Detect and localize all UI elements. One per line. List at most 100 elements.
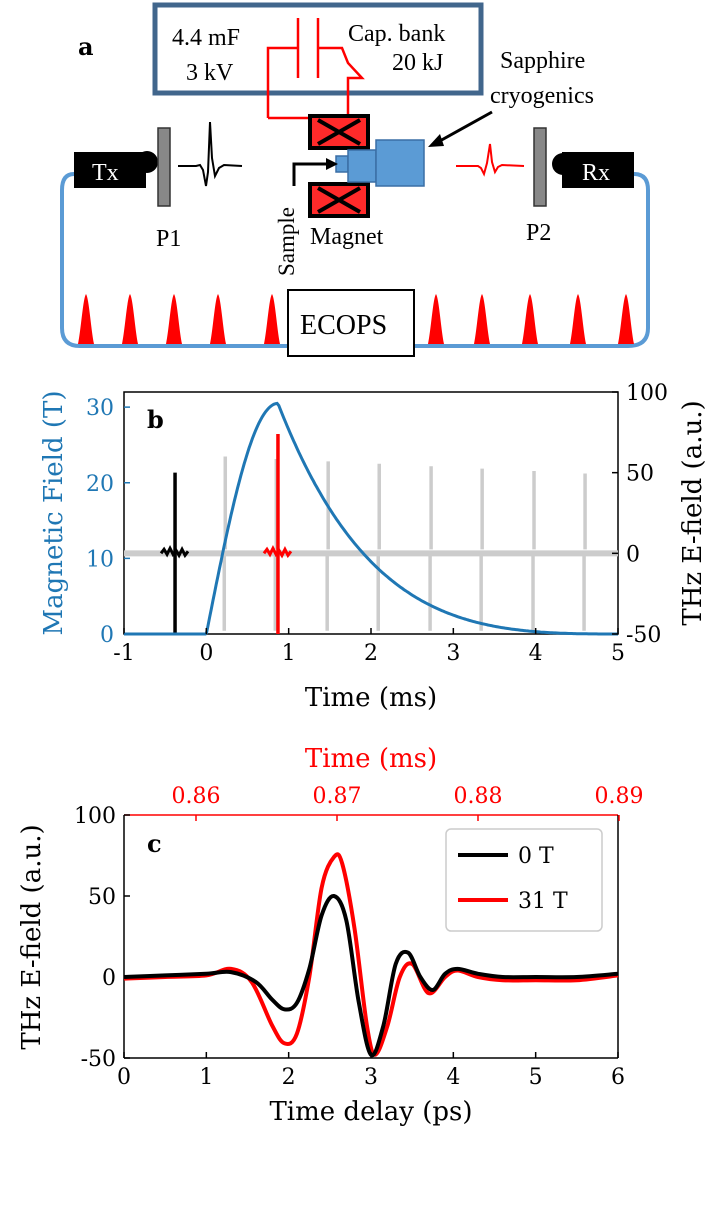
panel-b-axes-frame xyxy=(123,391,619,635)
b-xtick-label: 3 xyxy=(446,641,460,666)
c-xtick-label: 6 xyxy=(611,1065,625,1090)
b-xtick-label: -1 xyxy=(113,641,134,666)
panel-c-xlabel: Time delay (ps) xyxy=(269,1097,472,1127)
cap-bank-label: Cap. bank xyxy=(348,21,445,47)
cap-bank-frame xyxy=(152,2,484,96)
c-ytick-label: 0 xyxy=(102,966,116,991)
ecops-label: ECOPS xyxy=(300,310,387,341)
cap-voltage-label: 3 kV xyxy=(186,60,234,86)
series-0T-line xyxy=(123,894,619,1058)
panel-b-xlabel: Time (ms) xyxy=(305,683,437,713)
rx-label: Rx xyxy=(582,160,610,186)
pulse-6 xyxy=(428,294,444,344)
b-ytick-left-label: 20 xyxy=(86,472,114,497)
b-ytick-right-label: 50 xyxy=(626,462,654,487)
legend-0T-label: 0 T xyxy=(518,844,554,869)
pulse-3 xyxy=(166,294,182,344)
p2-label: P2 xyxy=(526,220,551,246)
incident-pulse-icon xyxy=(178,121,243,187)
gray-pulse-2 xyxy=(273,458,279,631)
b-xtick-label: 5 xyxy=(611,641,625,666)
b-xtick-label: 1 xyxy=(282,641,296,666)
cap-value-label: 4.4 mF xyxy=(172,25,240,51)
sapphire-label: Sapphire xyxy=(500,48,585,74)
tx-label: Tx xyxy=(92,160,119,186)
cryo-head xyxy=(375,139,425,187)
b-ytick-right-label: -50 xyxy=(626,623,661,648)
pulse-10 xyxy=(618,294,634,344)
b-ytick-left-label: 30 xyxy=(86,396,114,421)
pulse-8 xyxy=(522,294,538,344)
c-xtick-top-label: 0.87 xyxy=(313,784,362,809)
magnet-coil-bottom xyxy=(308,182,370,218)
c-xtick-label: 2 xyxy=(282,1065,296,1090)
c-xtick-label: 5 xyxy=(529,1065,543,1090)
gray-pulse-8 xyxy=(582,473,587,631)
pulse-train xyxy=(78,294,634,344)
cryogenics-arrow xyxy=(437,110,493,144)
b-xtick-label: 0 xyxy=(199,641,213,666)
legend-31T-label: 31 T xyxy=(518,889,568,914)
ecops-box xyxy=(287,289,415,357)
pulse-4 xyxy=(210,294,226,344)
panel-a-label: a xyxy=(78,32,94,61)
cryogenics-arrowhead xyxy=(428,134,444,147)
panel-b-ylabel-right: THz E-field (a.u.) xyxy=(678,400,706,625)
c-xtick-label: 4 xyxy=(446,1065,460,1090)
gray-pulse-6 xyxy=(479,468,484,631)
c-xtick-label: 1 xyxy=(199,1065,213,1090)
sample-arrow xyxy=(292,162,330,186)
cap-energy-label: 20 kJ xyxy=(392,50,443,76)
panel-c-xlabel-top: Time (ms) xyxy=(305,744,437,774)
pulse-2 xyxy=(122,294,138,344)
c-xtick-top-label: 0.86 xyxy=(172,784,221,809)
p1-label: P1 xyxy=(156,226,181,252)
magnetic-field-curve xyxy=(124,401,618,636)
panel-a-schematic: a 4.4 mF 3 kV Cap. bank 20 kJ xyxy=(60,2,650,357)
sample-label: Sample xyxy=(274,207,299,276)
panel-c-label: c xyxy=(147,829,162,858)
cryo-stem xyxy=(347,149,377,183)
transmitted-pulse-icon xyxy=(456,143,525,177)
panel-b-label: b xyxy=(147,405,164,434)
series-31T-line xyxy=(123,852,619,1057)
gray-pulse-4 xyxy=(376,463,381,631)
magnet-coil-top xyxy=(308,114,370,150)
b-xtick-label: 2 xyxy=(364,641,378,666)
pulse-9 xyxy=(570,294,586,344)
fiber-loop xyxy=(60,172,650,348)
magnet-label: Magnet xyxy=(310,224,384,250)
b-xtick-label: 4 xyxy=(529,641,543,666)
cryogenics-label: cryogenics xyxy=(490,83,594,109)
pulse-7 xyxy=(474,294,490,344)
panel-b-ylabel-left: Magnetic Field (T) xyxy=(39,390,69,635)
gray-pulse-3 xyxy=(325,461,330,631)
gray-pulse-5 xyxy=(428,466,433,631)
b-ytick-right-label: 100 xyxy=(626,381,668,406)
panel-b-pulses xyxy=(124,433,618,634)
c-xtick-label: 3 xyxy=(364,1065,378,1090)
c-xtick-label: 0 xyxy=(117,1065,131,1090)
c-ytick-label: 50 xyxy=(88,885,116,910)
polarizer-p1 xyxy=(157,127,171,207)
c-xtick-top-label: 0.89 xyxy=(595,784,644,809)
polarizer-p2 xyxy=(533,127,547,207)
sample-arrowhead xyxy=(326,158,338,170)
c-xtick-top-label: 0.88 xyxy=(454,784,503,809)
c-ytick-label: 100 xyxy=(74,804,116,829)
c-ytick-label: -50 xyxy=(81,1047,116,1072)
b-ytick-left-label: 0 xyxy=(100,623,114,648)
pulse-5 xyxy=(264,294,280,344)
panel-c-legend: 0 T 31 T xyxy=(445,828,603,932)
rx-detector xyxy=(552,152,634,188)
gray-pulse-7 xyxy=(531,471,536,631)
b-ytick-right-label: 0 xyxy=(626,542,640,567)
tx-emitter xyxy=(74,151,158,188)
panel-c-ylabel: THz E-field (a.u.) xyxy=(17,824,47,1049)
b-ytick-left-label: 10 xyxy=(86,547,114,572)
